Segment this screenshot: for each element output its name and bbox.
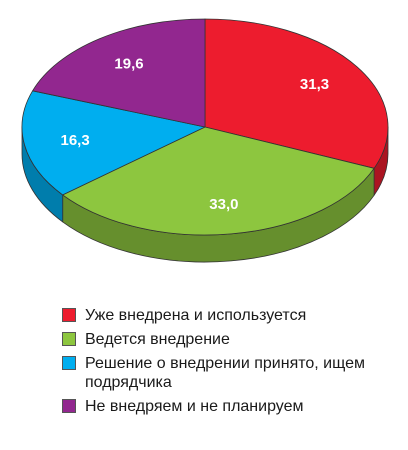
slice-value-label-2: 16,3 [60, 132, 89, 149]
legend-swatch-3 [62, 399, 76, 413]
legend: Уже внедрена и используется Ведется внедр… [62, 306, 402, 421]
pie-slice-1 [62, 126, 375, 236]
legend-item-3: Не внедряем и не планируем [62, 397, 402, 416]
legend-label-2: Решение о внедрении принято, ищем подряд… [85, 355, 365, 391]
legend-label-1: Ведется внедрение [85, 331, 230, 348]
pie-slice-3 [32, 18, 206, 128]
slice-value-label-1: 33,0 [209, 196, 238, 213]
slice-value-label-3: 19,6 [114, 56, 143, 73]
legend-item-0: Уже внедрена и используется [62, 306, 402, 325]
legend-label-3: Не внедряем и не планируем [85, 398, 304, 415]
legend-item-1: Ведется внедрение [62, 330, 402, 349]
legend-label-0: Уже внедрена и используется [85, 307, 307, 324]
legend-item-2: Решение о внедрении принято, ищем подряд… [62, 354, 402, 392]
pie-slice-2 [21, 90, 206, 196]
slice-value-label-0: 31,3 [300, 76, 329, 93]
pie-chart: 31,3 33,0 16,3 19,6 [21, 18, 389, 263]
legend-swatch-0 [62, 308, 76, 322]
pie-slice-0 [204, 18, 389, 169]
legend-swatch-1 [62, 332, 76, 346]
legend-swatch-2 [62, 356, 76, 370]
